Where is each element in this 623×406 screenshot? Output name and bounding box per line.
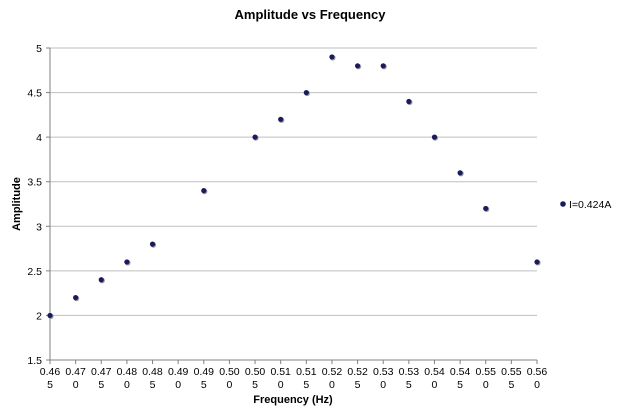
x-tick-label-line2: 0 <box>226 379 232 391</box>
x-tick-label-line2: 0 <box>534 379 540 391</box>
x-tick-label: 0.47 <box>65 366 86 378</box>
x-tick-label-line2: 0 <box>73 379 79 391</box>
y-axis-label: Amplitude <box>11 177 23 231</box>
x-tick-label: 0.55 <box>501 366 522 378</box>
x-tick-label: 0.56 <box>527 366 548 378</box>
x-tick-label-line2: 5 <box>252 379 258 391</box>
x-tick-label: 0.49 <box>194 366 215 378</box>
x-tick-label: 0.53 <box>373 366 394 378</box>
data-point <box>303 89 309 96</box>
x-tick-label-line2: 5 <box>457 379 463 391</box>
legend-label: I=0.424A <box>569 199 611 211</box>
data-point <box>406 98 412 105</box>
x-axis-label: Frequency (Hz) <box>253 394 333 406</box>
x-tick-label: 0.46 <box>40 366 61 378</box>
x-tick-label: 0.52 <box>322 366 343 378</box>
x-tick-label-line2: 5 <box>355 379 361 391</box>
y-tick-label: 5 <box>36 43 42 55</box>
data-point <box>252 134 258 140</box>
legend-marker <box>560 201 566 207</box>
y-tick-label: 3 <box>36 221 42 233</box>
x-tick-label-line2: 5 <box>201 379 207 391</box>
x-tick-label-line2: 0 <box>124 379 130 391</box>
x-tick-label-line2: 5 <box>98 379 104 391</box>
x-tick-label-line2: 0 <box>278 379 284 391</box>
data-point <box>457 170 463 176</box>
x-tick-label-line2: 5 <box>508 379 514 391</box>
x-tick-label-line2: 0 <box>175 379 181 391</box>
legend: I=0.424A <box>560 199 611 211</box>
x-tick-label: 0.48 <box>117 366 138 378</box>
y-axis-ticks: 1.5 2 2.5 3 3.5 4 4.5 5 <box>27 43 50 367</box>
x-tick-label-line2: 5 <box>303 379 309 391</box>
x-tick-label-line2: 0 <box>380 379 386 391</box>
x-tick-label: 0.48 <box>142 366 163 378</box>
x-axis-ticks: 0.4650.4700.4750.4800.4850.4900.4950.500… <box>40 360 548 391</box>
x-tick-label-line2: 5 <box>406 379 412 391</box>
axes <box>49 48 537 361</box>
y-tick-label: 4 <box>36 132 42 144</box>
x-tick-label: 0.54 <box>450 366 471 378</box>
data-point <box>380 63 386 69</box>
x-tick-label-line2: 5 <box>150 379 156 391</box>
x-tick-label-line2: 5 <box>47 379 53 391</box>
x-tick-label-line2: 0 <box>329 379 335 391</box>
data-point <box>534 259 540 265</box>
y-tick-label: 2 <box>36 310 42 322</box>
data-point <box>329 54 335 60</box>
data-points <box>47 54 541 320</box>
x-tick-label: 0.51 <box>296 366 317 378</box>
data-point <box>431 134 438 140</box>
data-point <box>47 312 53 319</box>
x-tick-label: 0.50 <box>245 366 266 378</box>
data-point <box>354 63 361 69</box>
chart-title: Amplitude vs Frequency <box>235 7 387 22</box>
data-point <box>98 277 104 283</box>
data-point <box>73 295 79 301</box>
data-point <box>483 205 489 212</box>
x-tick-label: 0.49 <box>168 366 189 378</box>
x-tick-label: 0.51 <box>270 366 291 378</box>
y-tick-label: 2.5 <box>27 266 42 278</box>
y-tick-label: 3.5 <box>27 177 42 189</box>
data-point <box>124 259 130 265</box>
y-tick-label: 4.5 <box>27 88 42 100</box>
data-point <box>278 116 284 122</box>
y-tick-label: 1.5 <box>27 355 42 367</box>
x-tick-label: 0.53 <box>399 366 420 378</box>
x-tick-label: 0.52 <box>347 366 368 378</box>
x-tick-label: 0.47 <box>91 366 112 378</box>
x-tick-label: 0.54 <box>424 366 445 378</box>
x-tick-label: 0.50 <box>219 366 240 378</box>
data-point <box>149 241 156 247</box>
x-tick-label: 0.55 <box>476 366 497 378</box>
x-tick-label-line2: 0 <box>483 379 489 391</box>
x-tick-label-line2: 0 <box>432 379 438 391</box>
data-point <box>201 188 207 194</box>
gridlines <box>50 47 537 316</box>
